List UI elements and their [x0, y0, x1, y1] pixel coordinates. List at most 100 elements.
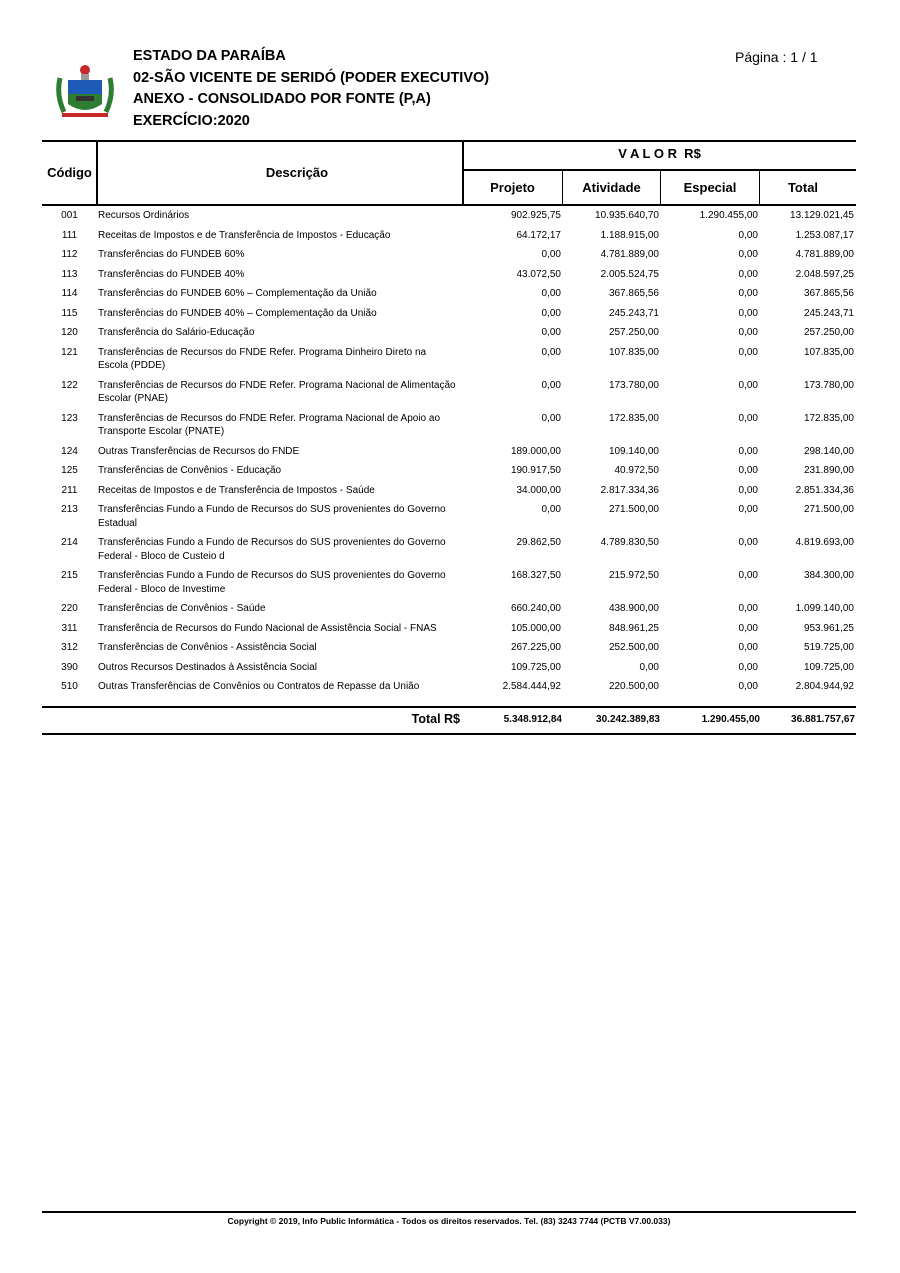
cell-codigo: 214 — [61, 537, 78, 548]
cell-total: 1.253.087,17 — [795, 229, 854, 241]
cell-codigo: 120 — [61, 327, 78, 338]
cell-codigo: 112 — [61, 249, 78, 260]
header-descricao: Descrição — [265, 165, 329, 180]
cell-descricao: Transferência do Salário-Educação — [98, 327, 255, 338]
cell-atividade: 271.500,00 — [608, 504, 659, 515]
cell-projeto: 34.000,00 — [516, 484, 562, 496]
cell-atividade: 220.500,00 — [608, 681, 659, 692]
cell-atividade: 4.789.830,50 — [600, 537, 659, 548]
divider — [42, 733, 856, 735]
cell-especial: 0,00 — [738, 327, 758, 338]
cell-total: 107.835,00 — [803, 346, 854, 358]
divider — [462, 141, 464, 205]
header-codigo: Código — [47, 165, 92, 180]
cell-descricao: Transferência de Recursos do Fundo Nacio… — [98, 622, 437, 634]
table-row: 510 Outras Transferências de Convênios ou… — [42, 677, 856, 697]
cell-total: 257.250,00 — [803, 327, 854, 338]
cell-especial: 0,00 — [738, 465, 758, 476]
cell-especial: 0,00 — [738, 307, 758, 319]
cell-projeto: 0,00 — [541, 379, 561, 391]
cell-codigo: 213 — [61, 504, 78, 515]
total-projeto: 5.348.912,84 — [503, 714, 562, 725]
cell-descricao: Transferências de Recursos do FNDE Refer… — [98, 379, 456, 405]
cell-codigo: 001 — [61, 210, 78, 221]
state-title: ESTADO DA PARAÍBA — [133, 48, 286, 64]
cell-especial: 0,00 — [738, 603, 758, 614]
cell-especial: 0,00 — [738, 412, 758, 424]
cell-atividade: 848.961,25 — [608, 622, 659, 634]
cell-projeto: 0,00 — [541, 249, 561, 260]
cell-codigo: 220 — [61, 603, 78, 614]
cell-codigo: 111 — [61, 229, 78, 241]
cell-especial: 0,00 — [738, 661, 758, 673]
cell-codigo: 125 — [61, 465, 78, 476]
cell-atividade: 109.140,00 — [608, 445, 659, 457]
cell-especial: 0,00 — [738, 379, 758, 391]
cell-total: 231.890,00 — [803, 465, 854, 476]
total-label: Total R$ — [411, 712, 460, 726]
cell-atividade: 40.972,50 — [614, 465, 660, 476]
cell-descricao: Transferências do FUNDEB 40% – Complemen… — [98, 307, 377, 319]
cell-codigo: 113 — [61, 268, 78, 280]
cell-descricao: Outros Recursos Destinados à Assistência… — [98, 661, 317, 673]
report-title: ANEXO - CONSOLIDADO POR FONTE (P,A) — [133, 91, 431, 107]
cell-atividade: 252.500,00 — [608, 642, 659, 653]
cell-total: 519.725,00 — [803, 642, 854, 653]
cell-descricao: Transferências de Recursos do FNDE Refer… — [98, 412, 441, 438]
cell-codigo: 114 — [61, 288, 78, 299]
cell-total: 1.099.140,00 — [795, 603, 854, 614]
cell-codigo: 311 — [61, 622, 78, 634]
cell-atividade: 0,00 — [639, 661, 659, 673]
coat-of-arms-logo — [56, 65, 114, 117]
cell-total: 173.780,00 — [803, 379, 854, 391]
cell-atividade: 257.250,00 — [608, 327, 659, 338]
cell-total: 367.865,56 — [803, 288, 854, 299]
cell-atividade: 1.188.915,00 — [600, 229, 659, 241]
cell-codigo: 312 — [61, 642, 78, 653]
divider — [660, 170, 661, 205]
cell-projeto: 43.072,50 — [516, 268, 562, 280]
cell-descricao: Transferências Fundo a Fundo de Recursos… — [98, 570, 446, 595]
table-row: 213 Transferências Fundo a Fundo de Recur… — [42, 500, 856, 533]
cell-total: 172.835,00 — [803, 412, 854, 424]
footer-copyright: Copyright © 2019, Info Public Informátic… — [227, 1216, 671, 1226]
cell-projeto: 902.925,75 — [510, 210, 561, 221]
cell-total: 953.961,25 — [803, 622, 854, 634]
page-number: Página : 1 / 1 — [735, 49, 818, 65]
cell-descricao: Transferências de Convênios - Assistênci… — [98, 642, 317, 653]
cell-especial: 0,00 — [738, 537, 758, 548]
total-atividade: 30.242.389,83 — [596, 714, 660, 725]
cell-projeto: 189.000,00 — [510, 445, 561, 457]
cell-projeto: 0,00 — [541, 288, 561, 299]
cell-projeto: 0,00 — [541, 412, 561, 424]
cell-atividade: 215.972,50 — [608, 570, 659, 581]
cell-projeto: 267.225,00 — [510, 642, 561, 653]
divider — [562, 170, 563, 205]
cell-especial: 1.290.455,00 — [699, 210, 758, 221]
cell-projeto: 105.000,00 — [510, 622, 561, 634]
cell-descricao: Recursos Ordinários — [98, 210, 190, 221]
cell-projeto: 2.584.444,92 — [502, 681, 561, 692]
cell-descricao: Outras Transferências de Recursos do FND… — [98, 445, 300, 457]
cell-codigo: 211 — [61, 484, 78, 496]
fiscal-year: EXERCÍCIO:2020 — [133, 113, 250, 129]
cell-descricao: Outras Transferências de Convênios ou Co… — [98, 681, 420, 692]
table-row: 114 Transferências do FUNDEB 60% – Comple… — [42, 284, 856, 304]
cell-projeto: 64.172,17 — [516, 229, 562, 241]
table-body: 001 Recursos Ordinários 902.925,75 10.935.6… — [42, 206, 856, 697]
cell-codigo: 510 — [61, 681, 78, 692]
cell-descricao: Transferências de Convênios - Educação — [98, 465, 282, 476]
cell-total: 384.300,00 — [803, 570, 854, 581]
cell-especial: 0,00 — [738, 504, 758, 515]
table-row: 311 Transferência de Recursos do Fundo Na… — [42, 619, 856, 639]
cell-projeto: 0,00 — [541, 327, 561, 338]
cell-total: 4.819.693,00 — [795, 537, 854, 548]
cell-atividade: 438.900,00 — [608, 603, 659, 614]
header-total: Total — [787, 180, 819, 195]
table-row: 111 Receitas de Impostos e de Transferênc… — [42, 226, 856, 246]
cell-atividade: 173.780,00 — [608, 379, 659, 391]
cell-atividade: 4.781.889,00 — [600, 249, 659, 260]
cell-atividade: 172.835,00 — [608, 412, 659, 424]
divider — [463, 169, 856, 171]
